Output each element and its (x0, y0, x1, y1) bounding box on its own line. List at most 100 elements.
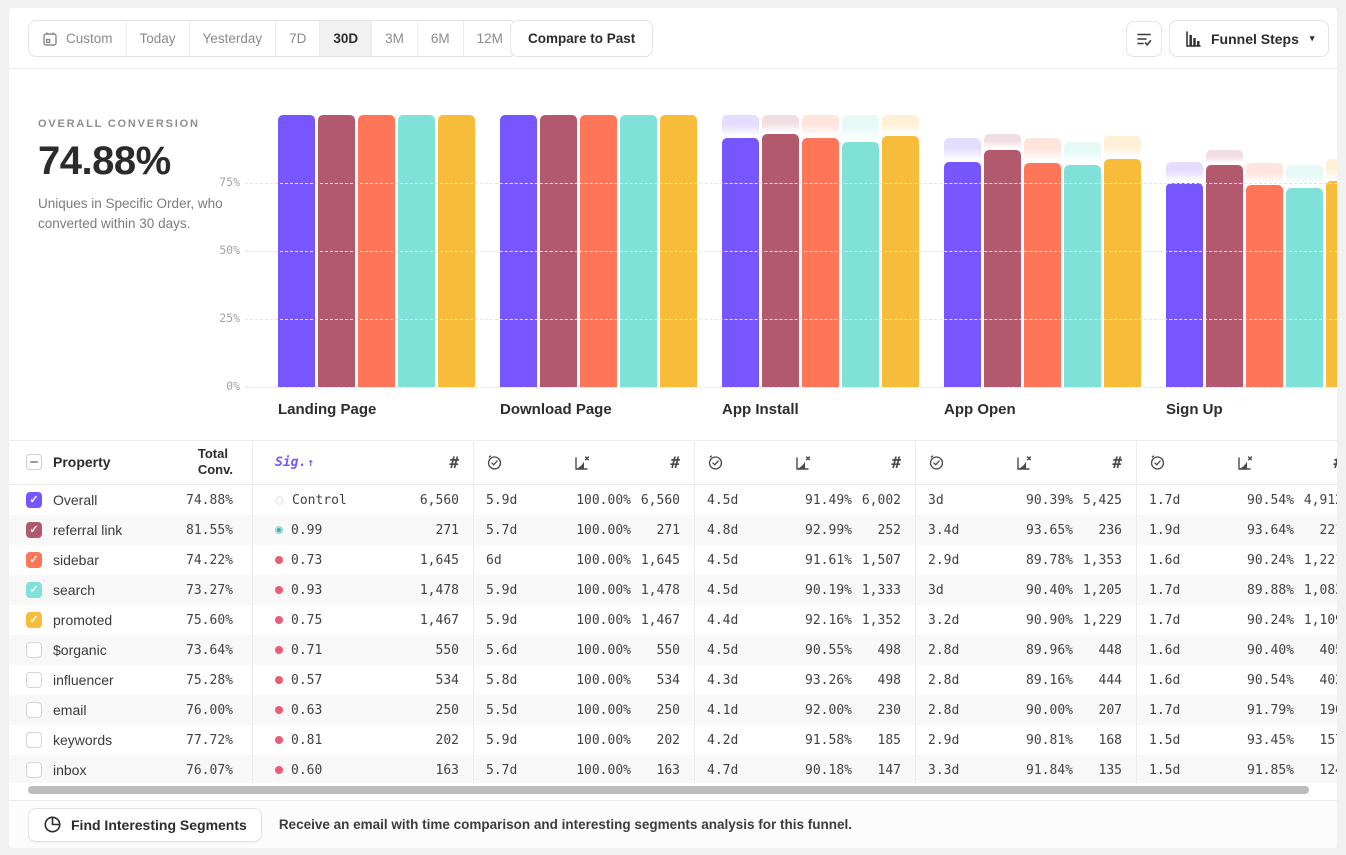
date-range-12m[interactable]: 12M (476, 31, 503, 46)
bar-search[interactable] (1064, 165, 1101, 387)
sig-cell: 0.73 (253, 553, 367, 568)
bar-search[interactable] (1286, 187, 1323, 387)
conv-cell: 90.90% (1026, 612, 1073, 628)
time-to-convert-column-header[interactable] (916, 454, 974, 471)
bar-search[interactable] (842, 141, 879, 387)
property-name: sidebar (53, 552, 99, 568)
time-cell: 2.9d (928, 732, 960, 748)
check-icon: ✓ (29, 523, 39, 536)
conversion-rate-column-header[interactable] (532, 454, 631, 472)
time-to-convert-column-header[interactable] (695, 454, 753, 471)
bar-Overall[interactable] (944, 162, 981, 387)
time-to-convert-column-header[interactable] (1137, 454, 1195, 471)
segment-checkbox[interactable]: ✓ (26, 582, 42, 598)
count-cell: 1,109 (1303, 612, 1337, 628)
time-to-convert-icon (928, 454, 974, 471)
segment-checkbox[interactable]: ✓ (26, 612, 42, 628)
bar-sidebar[interactable] (1024, 163, 1061, 387)
row-left-cells: inbox 76.07% (9, 762, 252, 778)
date-range-custom[interactable]: Custom (29, 21, 127, 56)
segment-checkbox[interactable] (26, 762, 42, 778)
dropoff-cap-promoted (1104, 136, 1141, 160)
step-group-download-page: 5.5d 100.00% 250 (473, 695, 694, 725)
bar-sidebar[interactable] (802, 137, 839, 387)
horizontal-scrollbar-thumb[interactable] (28, 786, 1309, 794)
count-column-header[interactable]: # (367, 453, 473, 473)
y-axis-tick-label: 50% (219, 243, 240, 257)
step-group-app-install: 4.1d 92.00% 230 (694, 695, 915, 725)
sig-dot-high (275, 526, 283, 534)
bar-referral-link[interactable] (762, 134, 799, 387)
conversion-rate-column-header[interactable] (1195, 454, 1294, 472)
bar-promoted[interactable] (1104, 159, 1141, 387)
count-cell: 1,507 (861, 552, 901, 568)
property-name: $organic (53, 642, 107, 658)
segment-checkbox[interactable] (26, 702, 42, 718)
count-cell: 498 (877, 642, 901, 658)
count-cell: 6,560 (640, 492, 680, 508)
date-range-3m[interactable]: 3M (372, 21, 418, 56)
step-group-download-page: 5.7d 100.00% 271 (473, 515, 694, 545)
segment-checkbox[interactable] (26, 642, 42, 658)
time-to-convert-column-header[interactable] (474, 454, 532, 471)
count-column-header[interactable]: # (852, 453, 915, 473)
conv-cell: 90.81% (1026, 732, 1073, 748)
bar-sidebar[interactable] (1246, 185, 1283, 387)
sig-column-header[interactable]: Sig.↑ (253, 455, 367, 470)
count-cell: 271 (435, 522, 459, 538)
sig-value: Control (292, 492, 347, 508)
bar-referral-link[interactable] (1206, 165, 1243, 387)
find-interesting-segments-label: Find Interesting Segments (71, 816, 247, 833)
time-cell: 5.9d (486, 612, 518, 628)
date-range-6m[interactable]: 6M (418, 21, 464, 56)
compare-to-past-button[interactable]: Compare to Past (510, 20, 654, 57)
count-cell: 1,645 (419, 552, 459, 568)
count-column-header[interactable]: # (1294, 453, 1337, 473)
count-column-header[interactable]: # (631, 453, 694, 473)
conv-cell: 90.40% (1026, 582, 1073, 598)
count-cell: 163 (435, 762, 459, 778)
segment-checkbox[interactable]: ✓ (26, 492, 42, 508)
segment-checkbox[interactable] (26, 732, 42, 748)
property-name: inbox (53, 762, 87, 778)
segment-checkbox[interactable]: ✓ (26, 552, 42, 568)
count-cell: 444 (1098, 672, 1122, 688)
step-group-landing-page: 0.63 250 (252, 695, 473, 725)
step-group-app-open: 2.8d 89.16% 444 (915, 665, 1136, 695)
row-left-cells: ✓ referral link 81.55% (9, 522, 252, 538)
conversion-rate-column-header[interactable] (753, 454, 852, 472)
table-row: inbox 76.07% 0.60 163 5.7d 100.00% 163 4.7d 90.1… (9, 755, 1337, 785)
date-range-7d[interactable]: 7D (276, 21, 321, 56)
funnel-steps-dropdown[interactable]: Funnel Steps ▾ (1169, 20, 1330, 57)
step-group-sign-up: 1.9d 93.64% 221 (1136, 515, 1337, 545)
conv-cell: 100.00% (576, 732, 631, 748)
find-interesting-segments-button[interactable]: Find Interesting Segments (28, 807, 262, 842)
horizontal-scrollbar-track[interactable] (9, 783, 1337, 797)
overall-conversion-summary: OVERALL CONVERSION 74.88% Uniques in Spe… (38, 118, 234, 235)
sig-cell: 0.99 (253, 523, 367, 538)
date-range-today[interactable]: Today (127, 21, 190, 56)
step-group-sign-up: 1.7d 90.54% 4,912 (1136, 485, 1337, 515)
segment-checkbox[interactable]: ✓ (26, 522, 42, 538)
select-all-checkbox[interactable] (26, 454, 42, 471)
edit-columns-button[interactable] (1126, 21, 1162, 57)
property-name: Overall (53, 492, 98, 508)
segment-checkbox[interactable] (26, 672, 42, 688)
count-column-header[interactable]: # (1073, 453, 1136, 473)
check-icon: ✓ (29, 613, 39, 626)
bar-promoted[interactable] (882, 136, 919, 387)
count-icon: # (1112, 452, 1122, 472)
conversion-rate-column-header[interactable] (974, 454, 1073, 472)
bar-Overall[interactable] (1166, 183, 1203, 387)
date-range-30d-selected[interactable]: 30D (320, 21, 373, 56)
total-conv-cell: 74.88% (186, 492, 233, 508)
date-range-segmented-control: Custom Today Yesterday 7D 30D 3M 6M 12M (28, 20, 517, 57)
date-range-yesterday[interactable]: Yesterday (190, 21, 277, 56)
bar-Overall[interactable] (722, 138, 759, 387)
bar-referral-link[interactable] (984, 150, 1021, 387)
bar-promoted[interactable] (1326, 181, 1337, 387)
sig-value: 0.81 (291, 732, 323, 748)
table-row: keywords 77.72% 0.81 202 5.9d 100.00% 202 4.2d 9… (9, 725, 1337, 755)
time-cell: 4.7d (707, 762, 739, 778)
step-group-sign-up: 1.7d 89.88% 1,083 (1136, 575, 1337, 605)
